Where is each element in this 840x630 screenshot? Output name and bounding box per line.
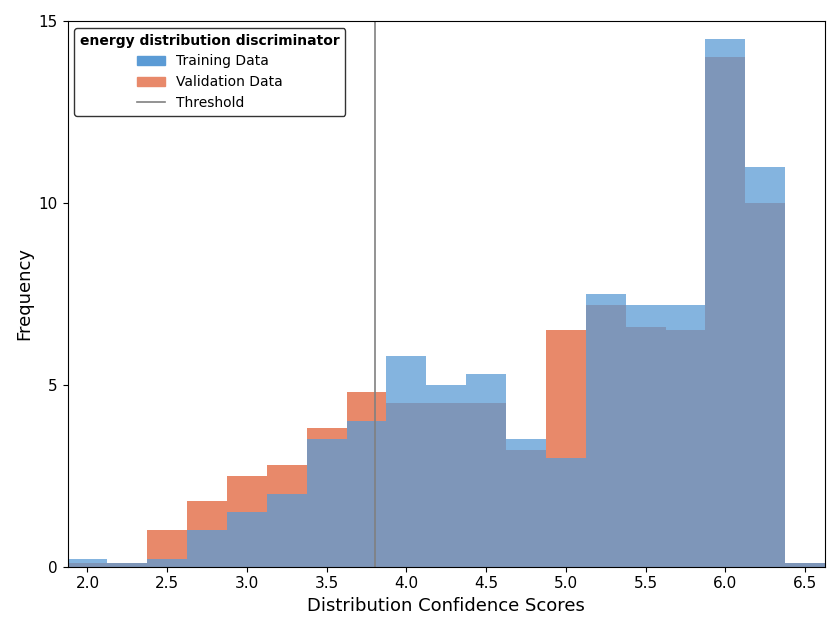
Bar bbox=[307, 428, 347, 567]
Bar bbox=[187, 530, 227, 567]
Bar bbox=[626, 326, 665, 567]
Bar bbox=[745, 166, 785, 567]
Bar bbox=[585, 305, 626, 567]
Bar bbox=[67, 563, 108, 567]
Bar bbox=[466, 374, 506, 567]
Bar bbox=[347, 392, 386, 567]
Bar bbox=[665, 330, 706, 567]
Bar bbox=[187, 501, 227, 567]
Bar bbox=[347, 421, 386, 567]
Bar bbox=[506, 450, 546, 567]
Bar bbox=[147, 530, 187, 567]
Bar bbox=[108, 563, 147, 567]
Bar bbox=[386, 403, 427, 567]
Bar bbox=[108, 563, 147, 567]
Bar bbox=[665, 305, 706, 567]
Bar bbox=[386, 356, 427, 567]
Bar bbox=[466, 403, 506, 567]
Bar bbox=[147, 559, 187, 567]
Bar bbox=[546, 330, 585, 567]
Legend: Training Data, Validation Data, Threshold: Training Data, Validation Data, Threshol… bbox=[75, 28, 345, 116]
Bar bbox=[546, 457, 585, 567]
Bar bbox=[585, 294, 626, 567]
Bar bbox=[706, 39, 745, 567]
X-axis label: Distribution Confidence Scores: Distribution Confidence Scores bbox=[307, 597, 585, 615]
Bar bbox=[785, 563, 825, 567]
Y-axis label: Frequency: Frequency bbox=[15, 248, 33, 340]
Bar bbox=[427, 385, 466, 567]
Bar bbox=[745, 203, 785, 567]
Bar bbox=[427, 403, 466, 567]
Bar bbox=[785, 563, 825, 567]
Bar bbox=[267, 465, 307, 567]
Bar bbox=[706, 57, 745, 567]
Bar bbox=[67, 559, 108, 567]
Bar bbox=[307, 439, 347, 567]
Bar bbox=[227, 512, 267, 567]
Bar bbox=[227, 476, 267, 567]
Bar bbox=[267, 494, 307, 567]
Bar bbox=[506, 439, 546, 567]
Bar bbox=[626, 305, 665, 567]
